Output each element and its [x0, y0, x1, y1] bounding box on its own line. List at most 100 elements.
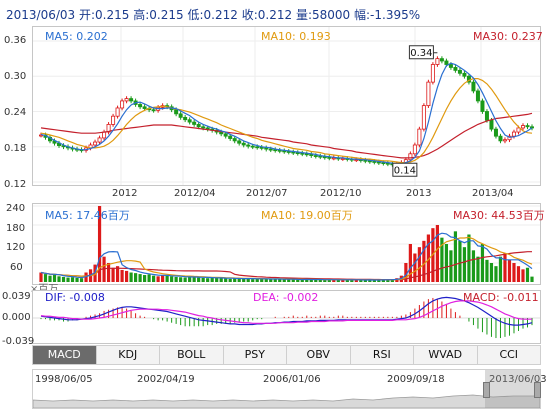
volume-bar [318, 279, 322, 282]
volume-bar [43, 274, 48, 282]
candle-body [435, 58, 440, 65]
volume-panel[interactable]: MA5: 17.46百万 MA10: 19.00百万 MA30: 44.53百万 [32, 203, 545, 285]
candle-body [493, 128, 498, 137]
volume-y-tick-3: 120 [6, 242, 26, 253]
navigator-selection[interactable] [485, 370, 540, 408]
volume-bar [97, 206, 102, 282]
candle-body [201, 126, 206, 129]
candle-body [255, 146, 260, 149]
macd-value-label: MACD: -0.011 [463, 291, 539, 304]
tab-psy[interactable]: PSY [224, 346, 287, 364]
volume-bar [255, 278, 259, 282]
candle-body [376, 161, 381, 164]
candle-body [475, 90, 480, 102]
volume-bar [206, 278, 210, 282]
macd-dea-label: DEA: -0.002 [253, 291, 319, 304]
volume-bar [332, 279, 336, 282]
candle-body [511, 131, 516, 137]
volume-bar [489, 263, 494, 282]
tab-macd[interactable]: MACD [33, 346, 97, 364]
volume-bar [503, 253, 507, 282]
volume-bar [188, 276, 192, 282]
candle-body [313, 155, 318, 157]
volume-bar [440, 237, 444, 282]
volume-bar [215, 277, 219, 282]
candle-body [115, 107, 120, 117]
volume-ma10-label: MA10: 19.00百万 [261, 209, 353, 222]
ma5-line [40, 62, 533, 165]
tab-obv[interactable]: OBV [287, 346, 351, 364]
close-value: 0.212 [257, 8, 293, 22]
price-x-tick-4: 2012/10 [320, 188, 362, 199]
high-label: 高: [133, 8, 150, 22]
candle-body [507, 135, 512, 141]
candle-body [264, 147, 269, 150]
volume-chart [33, 205, 540, 282]
candle-body [300, 152, 305, 155]
volume-bar [305, 279, 309, 282]
macd-y-tick-2: 0.000 [2, 312, 31, 323]
low-value: 0.212 [203, 8, 238, 22]
candle-body [448, 64, 453, 68]
volume-bar [224, 278, 228, 282]
volume-bar [192, 276, 196, 282]
nav-date-2: 2002/04/19 [137, 374, 195, 385]
tab-boll[interactable]: BOLL [160, 346, 224, 364]
candle-body [408, 153, 413, 161]
time-range-navigator[interactable]: 1998/06/05 2002/04/19 2006/01/06 2009/09… [32, 369, 547, 409]
candle-body [529, 126, 534, 129]
change-label: 幅: [354, 8, 371, 22]
volume-bar [422, 240, 426, 282]
volume-bar [354, 279, 358, 282]
volume-bar [278, 279, 282, 282]
volume-y-tick-1: 240 [6, 203, 26, 214]
volume-bar [341, 279, 345, 282]
high-value: 0.215 [149, 8, 184, 22]
volume-bar [124, 270, 129, 282]
macd-panel[interactable]: DIF: -0.008 DEA: -0.002 MACD: -0.011 [32, 290, 541, 344]
candle-body [525, 125, 530, 128]
volume-bar [291, 279, 295, 282]
tab-cci[interactable]: CCI [499, 348, 519, 361]
candle-body [129, 98, 134, 102]
candle-body [246, 144, 251, 147]
volume-value: 58000 [311, 8, 351, 22]
volume-ma30-label: MA30: 44.53百万 [453, 209, 545, 222]
dea-line [40, 300, 532, 324]
volume-bar [52, 275, 57, 282]
candle-body [381, 162, 386, 165]
nav-date-4: 2009/09/18 [387, 374, 445, 385]
candle-body [219, 131, 224, 135]
candle-body [444, 60, 449, 65]
candle-body [268, 148, 273, 151]
volume-bar [161, 275, 165, 282]
volume-bar [57, 276, 61, 282]
navigator-right-handle[interactable] [534, 382, 541, 398]
volume-bar [408, 244, 412, 282]
volume-bar [237, 278, 241, 282]
ma10-line [40, 78, 533, 164]
price-panel[interactable]: 0.34 0.14 MA5: 0.202 MA10: 0.193 MA30: 0.… [32, 26, 543, 186]
navigator-left-handle[interactable] [483, 382, 490, 398]
tab-kdj[interactable]: KDJ [97, 346, 160, 364]
volume-bar [350, 279, 354, 282]
candle-body [471, 81, 476, 92]
volume-bar [426, 234, 430, 282]
tab-rsi[interactable]: RSI [351, 346, 414, 364]
volume-label: 量: [295, 8, 312, 22]
volume-bar [471, 250, 476, 282]
price-y-tick-1: 0.36 [4, 35, 27, 46]
price-y-tick-3: 0.24 [4, 107, 27, 118]
volume-bar [75, 277, 79, 282]
tab-wvad[interactable]: WVAD [414, 346, 478, 364]
candle-body [520, 125, 525, 129]
volume-bar [197, 277, 201, 282]
volume-bar [165, 275, 169, 282]
nav-date-3: 2006/01/06 [263, 374, 321, 385]
volume-bar [66, 277, 70, 282]
callout-high: 0.34 [410, 48, 432, 59]
candle-body [102, 131, 107, 139]
volume-bar [363, 280, 367, 282]
price-chart: 0.34 0.14 [33, 27, 540, 185]
volume-bar [530, 276, 534, 282]
